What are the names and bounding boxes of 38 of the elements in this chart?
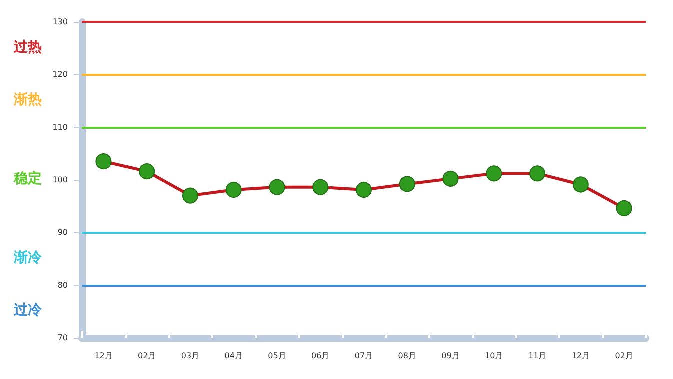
point xyxy=(572,176,589,193)
point xyxy=(269,179,286,196)
y-tick-label: 110 xyxy=(52,122,68,132)
y-tick-label: 80 xyxy=(58,280,68,290)
x-tick-label: 07月 xyxy=(354,352,374,360)
x-tick-label: 09月 xyxy=(442,352,460,360)
x-tick-label: 08月 xyxy=(398,352,416,360)
x-tick-label: 10月 xyxy=(485,352,504,360)
point xyxy=(312,179,329,196)
text: 过冷 xyxy=(13,302,43,319)
point xyxy=(442,170,459,187)
y-tick-label: 130 xyxy=(52,18,68,26)
x-tick-label: 05月 xyxy=(268,352,286,360)
point xyxy=(226,182,242,198)
y-tick-label: 100 xyxy=(52,176,68,184)
point xyxy=(530,166,546,182)
y-tick-label: 120 xyxy=(52,70,68,80)
x-tick-label: 12月 xyxy=(94,352,113,360)
text: 渐冷 xyxy=(13,250,43,266)
text: 渐热 xyxy=(13,92,42,108)
x-tick-label: 03月 xyxy=(181,352,200,360)
x-tick-label: 02月 xyxy=(138,352,156,360)
x-tick-label: 02月 xyxy=(615,352,634,360)
x-tick-label: 06月 xyxy=(312,352,330,360)
point xyxy=(616,200,632,216)
point xyxy=(139,164,156,180)
text: 过热 xyxy=(13,39,42,56)
y-tick-label: 70 xyxy=(58,334,68,342)
x-tick-label: 04月 xyxy=(224,352,243,360)
point xyxy=(356,182,372,198)
y-tick-label: 90 xyxy=(58,228,68,238)
x-tick-label: 11月 xyxy=(528,352,547,360)
x-tick-label: 12月 xyxy=(572,352,590,360)
point xyxy=(96,154,112,170)
point xyxy=(182,188,198,204)
point xyxy=(486,166,502,182)
text: 稳定 xyxy=(13,170,42,187)
point xyxy=(399,176,416,192)
